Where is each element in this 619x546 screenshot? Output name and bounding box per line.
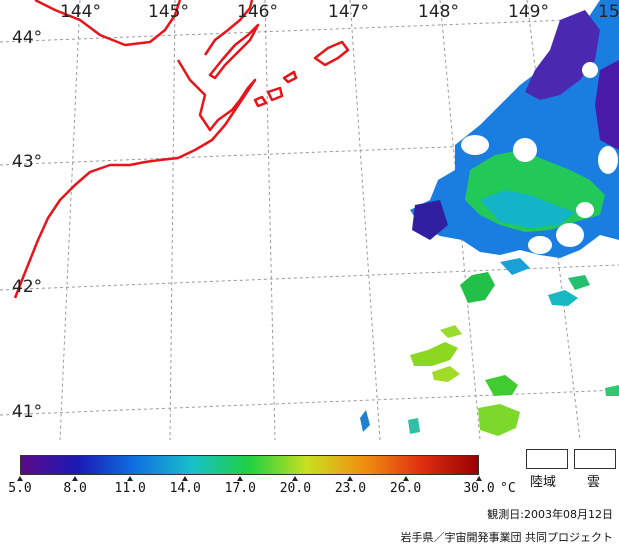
cloud-2 [513,138,537,162]
colorbar-tick-label: 30.0 [463,481,495,496]
colorbar-tick [17,476,23,481]
cloud-4 [556,223,584,247]
sst-patch-mid-2 [548,290,578,306]
sst-patch-purple-right [595,60,619,150]
cloud-legend-label: 雲 [587,475,601,490]
sst-patch-south-3 [485,375,518,396]
cloud-3 [576,202,594,218]
hokkaido-coast-east [13,59,257,299]
cloud-legend-swatch [574,449,616,469]
colorbar-tick [182,476,189,481]
sst-patch-mid-1 [460,272,495,303]
sst-patch-south-5 [440,325,462,338]
cloud-7 [598,146,618,174]
lon-label-150: 15 [598,2,619,22]
lon-label-149: 149° [508,2,549,22]
sst-patch-purple-top [525,10,600,100]
colorbar-tick-label: 26.0 [389,481,422,496]
lon-label-144: 144° [60,2,101,22]
kunashiri-island [208,23,260,80]
colorbar-tick [402,476,409,481]
observation-date: 観測日:2003年08月12日 [487,508,613,521]
colorbar-tick-label: 17.0 [224,481,256,496]
sst-map: 144° 145° 146° 147° 148° 149° 15 44° 43°… [0,0,619,440]
island-small-3 [282,70,298,84]
land-legend-swatch [526,449,568,469]
sst-patch-south-7 [360,410,370,432]
sst-patch-main-cyan [480,190,575,228]
sst-patch-purple-edge [412,200,448,240]
lat-label-43: 43° [12,152,43,172]
meridian-146 [264,0,276,440]
colorbar-tick-label: 5.0 [8,481,32,496]
cloud-5 [528,236,552,254]
hokkaido-coast-north [34,0,182,47]
colorbar-tick [347,476,354,481]
meridian-144 [59,0,81,440]
colorbar-unit: °C [500,481,516,496]
colorbar-tick [237,476,244,481]
credit-text: 岩手県／宇宙開発事業団 共同プロジェクト [400,531,614,544]
sst-patch-south-6 [408,418,420,434]
map-canvas [0,0,619,440]
colorbar [20,455,479,475]
cloud-1 [461,135,489,155]
sst-patch-south-8 [605,385,619,396]
sst-data [360,0,619,436]
land-legend-label: 陸域 [530,475,557,490]
colorbar-tick-label: 11.0 [114,481,146,496]
lon-label-146: 146° [237,2,278,22]
lat-label-41: 41° [12,402,43,422]
meridian-148 [439,0,481,440]
sst-patch-mid-3 [500,258,530,275]
coastline [13,0,350,299]
lat-label-44: 44° [12,28,43,48]
lat-label-42: 42° [12,277,43,297]
colorbar-tick [127,476,134,481]
island-small-1 [253,95,268,108]
sst-patch-south-4 [478,404,520,436]
parallel-44 [0,17,619,43]
meridian-145 [169,0,176,440]
colorbar-tick-label: 20.0 [279,481,312,496]
sst-patch-mid-4 [568,275,590,290]
sst-patch-south-2 [432,366,460,382]
cloud-6 [582,62,598,78]
colorbar-tick-label: 8.0 [63,481,87,496]
lon-label-148: 148° [418,2,459,22]
island-small-2 [266,86,284,102]
meridian-147 [349,0,381,440]
iturup-island [313,40,350,67]
colorbar-tick [292,476,299,481]
parallel-41 [0,389,619,416]
colorbar-tick-label: 23.0 [334,481,367,496]
colorbar-tick [72,476,79,481]
shiretoko-peninsula [203,0,254,56]
sst-patch-south-1 [410,342,458,366]
lon-label-147: 147° [328,2,369,22]
colorbar-tick [476,476,482,481]
colorbar-tick-label: 14.0 [169,481,201,496]
lon-label-145: 145° [148,2,189,22]
